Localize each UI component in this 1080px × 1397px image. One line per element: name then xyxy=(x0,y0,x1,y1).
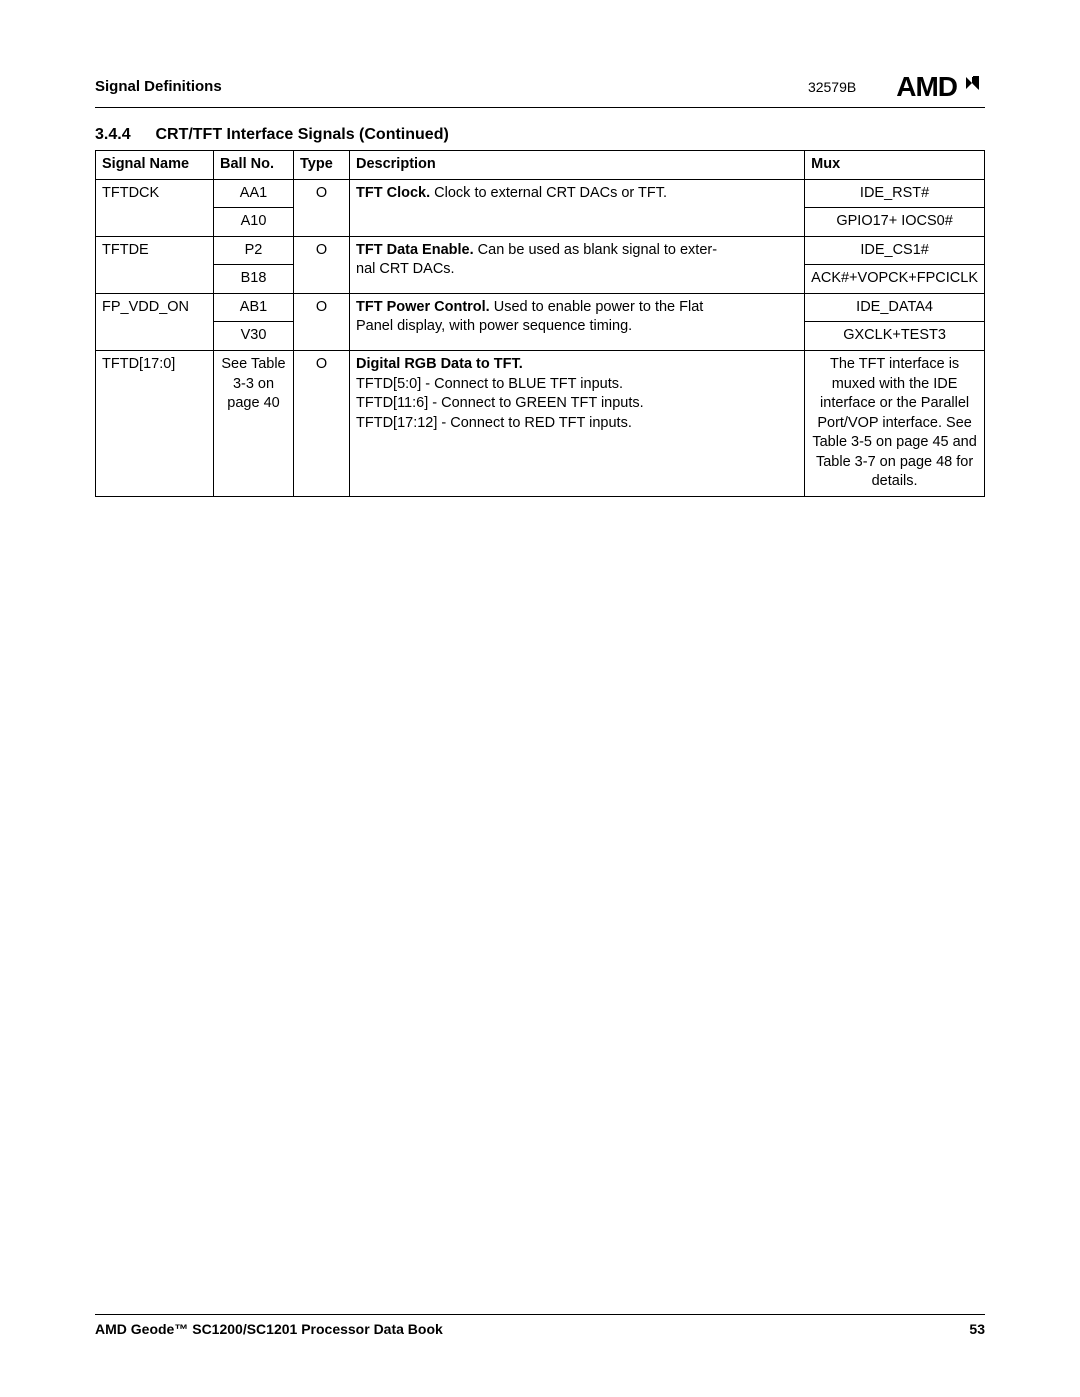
cell-type: O xyxy=(294,179,350,236)
cell-mux: ACK#+VOPCK+FPCICLK xyxy=(805,265,985,294)
cell-mux: GPIO17+ IOCS0# xyxy=(805,208,985,237)
cell-type: O xyxy=(294,350,350,496)
page-header: Signal Definitions 32579B AMD xyxy=(95,70,985,108)
cell-signal: TFTDCK xyxy=(96,179,214,236)
cell-signal: FP_VDD_ON xyxy=(96,293,214,350)
desc-text: nal CRT DACs. xyxy=(356,261,455,277)
amd-logo: AMD xyxy=(896,70,985,103)
desc-text: Clock to external CRT DACs or TFT. xyxy=(430,185,667,201)
cell-ball: A10 xyxy=(214,208,294,237)
cell-mux: The TFT interface is muxed with the IDE … xyxy=(805,350,985,496)
cell-mux: IDE_CS1# xyxy=(805,236,985,265)
cell-signal: TFTD[17:0] xyxy=(96,350,214,496)
cell-ball: See Table 3-3 on page 40 xyxy=(214,350,294,496)
desc-bold: TFT Clock. xyxy=(356,185,430,201)
header-right: 32579B AMD xyxy=(808,70,985,103)
cell-desc: TFT Data Enable. Can be used as blank si… xyxy=(350,236,805,293)
cell-mux: IDE_RST# xyxy=(805,179,985,208)
desc-text: TFTD[11:6] - Connect to GREEN TFT inputs… xyxy=(356,395,644,411)
section-heading: 3.4.4 CRT/TFT Interface Signals (Continu… xyxy=(95,126,985,144)
table-header-row: Signal Name Ball No. Type Description Mu… xyxy=(96,151,985,180)
desc-text: TFTD[5:0] - Connect to BLUE TFT inputs. xyxy=(356,376,623,392)
section-title-text: CRT/TFT Interface Signals (Continued) xyxy=(155,126,448,143)
cell-type: O xyxy=(294,293,350,350)
cell-signal: TFTDE xyxy=(96,236,214,293)
col-signal: Signal Name xyxy=(96,151,214,180)
page-footer: AMD Geode™ SC1200/SC1201 Processor Data … xyxy=(95,1314,985,1337)
col-desc: Description xyxy=(350,151,805,180)
col-mux: Mux xyxy=(805,151,985,180)
cell-ball: AA1 xyxy=(214,179,294,208)
cell-ball: V30 xyxy=(214,322,294,351)
page: Signal Definitions 32579B AMD 3.4 xyxy=(0,0,1080,1397)
table-row: FP_VDD_ON AB1 O TFT Power Control. Used … xyxy=(96,293,985,322)
table-row: TFTD[17:0] See Table 3-3 on page 40 O Di… xyxy=(96,350,985,496)
page-number: 53 xyxy=(969,1321,985,1337)
cell-ball: AB1 xyxy=(214,293,294,322)
amd-arrow-icon xyxy=(959,70,985,103)
signals-table: Signal Name Ball No. Type Description Mu… xyxy=(95,150,985,497)
desc-text: Can be used as blank signal to exter- xyxy=(474,242,717,258)
table-row: TFTDCK AA1 O TFT Clock. Clock to externa… xyxy=(96,179,985,208)
footer-title: AMD Geode™ SC1200/SC1201 Processor Data … xyxy=(95,1321,443,1337)
amd-logo-text: AMD xyxy=(896,71,957,103)
table-row: TFTDE P2 O TFT Data Enable. Can be used … xyxy=(96,236,985,265)
cell-type: O xyxy=(294,236,350,293)
cell-ball: B18 xyxy=(214,265,294,294)
desc-text: TFTD[17:12] - Connect to RED TFT inputs. xyxy=(356,415,632,431)
col-ball: Ball No. xyxy=(214,151,294,180)
desc-text: Used to enable power to the Flat xyxy=(490,299,704,315)
cell-desc: TFT Power Control. Used to enable power … xyxy=(350,293,805,350)
doc-number: 32579B xyxy=(808,79,856,95)
desc-bold: Digital RGB Data to TFT. xyxy=(356,356,523,372)
cell-mux: IDE_DATA4 xyxy=(805,293,985,322)
cell-desc: TFT Clock. Clock to external CRT DACs or… xyxy=(350,179,805,236)
desc-bold: TFT Data Enable. xyxy=(356,242,474,258)
cell-desc: Digital RGB Data to TFT. TFTD[5:0] - Con… xyxy=(350,350,805,496)
cell-ball: P2 xyxy=(214,236,294,265)
col-type: Type xyxy=(294,151,350,180)
cell-mux: GXCLK+TEST3 xyxy=(805,322,985,351)
desc-bold: TFT Power Control. xyxy=(356,299,490,315)
section-number: 3.4.4 xyxy=(95,126,151,144)
desc-text: Panel display, with power sequence timin… xyxy=(356,318,632,334)
header-section-label: Signal Definitions xyxy=(95,78,222,95)
